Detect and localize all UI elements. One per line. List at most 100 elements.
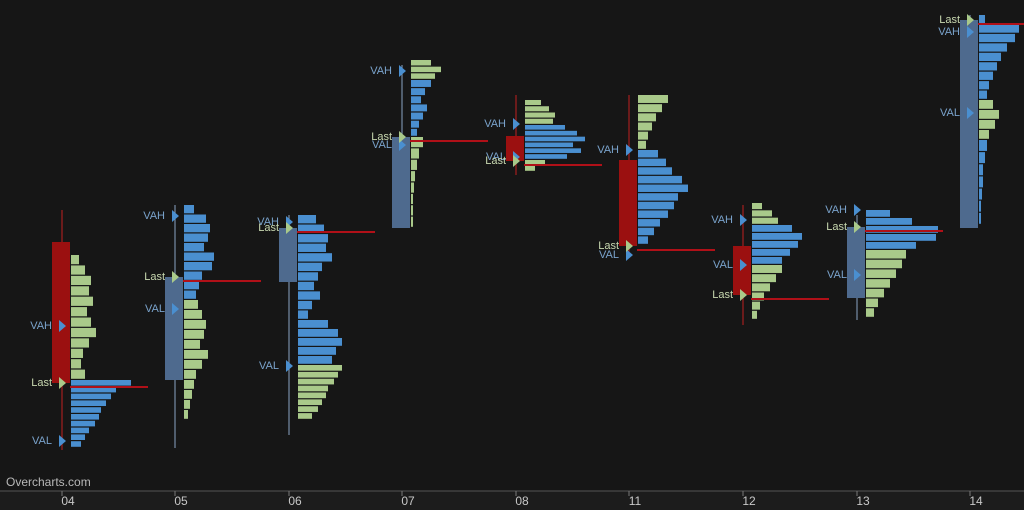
profile-bar [866, 269, 896, 278]
profile-bar [184, 214, 206, 223]
profile-bar [752, 225, 792, 232]
profile-bar [71, 380, 131, 386]
last-marker [626, 240, 633, 252]
profile-bar [638, 227, 654, 236]
vah-label: VAH [938, 26, 960, 38]
val-label: VAL [372, 139, 392, 151]
last-label: Last [939, 14, 960, 26]
profile-bar [525, 106, 549, 112]
profile-bar [638, 219, 660, 227]
profile-bar [184, 262, 212, 271]
last-label: Last [258, 222, 279, 234]
vah-label: VAH [711, 214, 733, 226]
profile-bar [298, 399, 322, 406]
profile-bar [411, 159, 417, 170]
profile-bar [979, 33, 1015, 43]
val-label: VAL [259, 360, 279, 372]
x-tick-label: 11 [629, 494, 642, 508]
profile-bar [411, 96, 421, 104]
profile-bar [184, 320, 206, 329]
profile-bar [638, 150, 658, 158]
candle-body [392, 137, 410, 228]
profile-bar [638, 95, 668, 103]
profile-bar [184, 370, 196, 379]
vah-marker [626, 144, 633, 156]
vah-marker [740, 214, 747, 226]
profile-bar [752, 249, 790, 256]
profile-bar [752, 217, 778, 224]
profile-bar [298, 378, 334, 385]
profile-bar [979, 81, 989, 90]
profile-bar [979, 24, 1019, 33]
profile-bar [71, 441, 81, 447]
profile-bar [298, 347, 336, 355]
profile-bar [298, 310, 308, 319]
profile-bar [979, 164, 983, 176]
last-marker [172, 271, 179, 283]
profile-bar [298, 329, 338, 337]
x-tick-label: 08 [515, 494, 529, 508]
profile-bar [525, 142, 573, 148]
profile-bar [411, 205, 413, 216]
profile-bar [71, 427, 89, 434]
profile-bar [71, 400, 106, 406]
profile-bar [298, 413, 312, 419]
profile-bar [411, 137, 423, 148]
profile-bar [979, 90, 987, 99]
profile-bar [184, 233, 208, 242]
profile-bar [298, 300, 312, 310]
val-marker [286, 360, 293, 372]
val-marker [740, 259, 747, 271]
vah-label: VAH [143, 210, 165, 222]
profile-bar [71, 296, 93, 306]
val-marker [172, 303, 179, 315]
last-label: Last [712, 289, 733, 301]
profile-bar [298, 272, 318, 281]
profile-bar [184, 390, 192, 399]
profile-bar [866, 226, 938, 233]
val-marker [399, 139, 406, 151]
profile-bar [638, 175, 682, 184]
profile-bar [411, 104, 427, 112]
profile-bar [184, 310, 202, 319]
profile-bar [638, 236, 648, 244]
profile-bar [411, 148, 419, 159]
profile-bar [184, 271, 202, 280]
profile-bar [752, 233, 802, 240]
profile-bar [638, 122, 652, 131]
profile-bar [298, 320, 328, 328]
profile-bar [71, 359, 81, 369]
candle-body [619, 160, 637, 246]
profile-bar [298, 224, 324, 233]
profile-bar [525, 148, 581, 153]
profile-bar [638, 184, 688, 192]
profile-bar [71, 327, 96, 338]
x-tick-label: 12 [742, 494, 756, 508]
profile-bar [298, 338, 342, 346]
candle-body [506, 136, 524, 161]
profile-bar [71, 307, 87, 317]
profile-bar [184, 400, 190, 409]
profile-bar [752, 241, 798, 248]
profile-bar [979, 43, 1007, 52]
profile-bar [184, 340, 200, 349]
profile-bar [184, 350, 208, 359]
profile-bar [184, 360, 202, 369]
profile-bar [525, 130, 577, 136]
profile-bar [184, 410, 188, 419]
x-tick-label: 07 [401, 494, 415, 508]
profile-bar [411, 66, 441, 73]
profile-bar [71, 348, 83, 358]
profile-bar [71, 407, 101, 413]
profile-bar [752, 257, 782, 264]
profile-bar [979, 52, 1001, 62]
profile-bar [979, 176, 983, 188]
profile-bar [411, 128, 417, 136]
val-marker [59, 435, 66, 447]
last-label: Last [826, 221, 847, 233]
profile-bar [638, 104, 662, 113]
profile-bar [979, 212, 981, 224]
profile-bar [525, 160, 545, 165]
